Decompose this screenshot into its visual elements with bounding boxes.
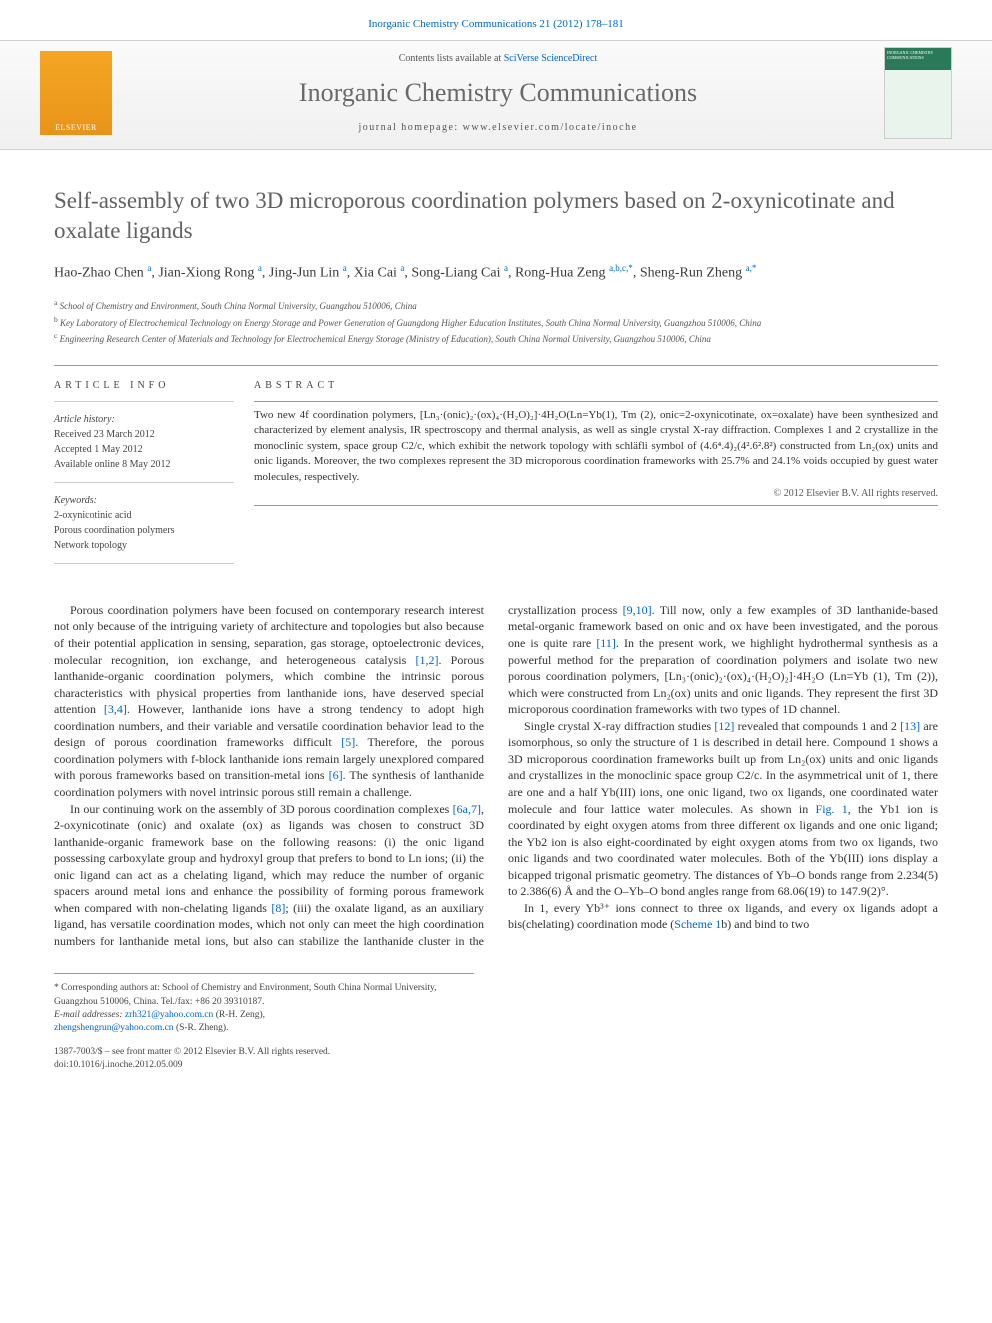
online-date: Available online 8 May 2012: [54, 457, 234, 472]
journal-name: Inorganic Chemistry Communications: [112, 78, 884, 108]
info-divider: [54, 563, 234, 564]
authors-list: Hao-Zhao Chen a, Jian-Xiong Rong a, Jing…: [54, 262, 938, 284]
article-body: Self-assembly of two 3D microporous coor…: [0, 150, 992, 1092]
body-text: Porous coordination polymers have been f…: [54, 602, 938, 949]
article-info-head: ARTICLE INFO: [54, 380, 234, 391]
paragraph: Single crystal X-ray diffraction studies…: [508, 718, 938, 900]
citation-ref[interactable]: [6]: [329, 768, 343, 782]
article-history: Article history: Received 23 March 2012 …: [54, 412, 234, 472]
affiliations: a School of Chemistry and Environment, S…: [54, 297, 938, 347]
divider: [254, 505, 938, 506]
corresponding-footer: * Corresponding authors at: School of Ch…: [54, 973, 474, 1035]
journal-citation: Inorganic Chemistry Communications 21 (2…: [0, 0, 992, 40]
paragraph: In 1, every Yb³⁺ ions connect to three o…: [508, 900, 938, 933]
accepted-date: Accepted 1 May 2012: [54, 442, 234, 457]
citation-ref[interactable]: [8]: [271, 901, 285, 915]
contents-line: Contents lists available at SciVerse Sci…: [112, 53, 884, 64]
affiliation-a: a School of Chemistry and Environment, S…: [54, 297, 938, 314]
info-divider: [54, 482, 234, 483]
corresponding-note: * Corresponding authors at: School of Ch…: [54, 982, 474, 1009]
journal-cover-thumb: INORGANIC CHEMISTRY COMMUNICATIONS: [884, 47, 952, 139]
history-label: Article history:: [54, 412, 234, 427]
divider: [254, 401, 938, 402]
email-line: E-mail addresses: zrh321@yahoo.com.cn (R…: [54, 1009, 474, 1022]
doi-link[interactable]: 10.1016/j.inoche.2012.05.009: [69, 1060, 183, 1070]
keyword: Porous coordination polymers: [54, 523, 234, 538]
info-abstract-row: ARTICLE INFO Article history: Received 2…: [54, 366, 938, 574]
journal-header-center: Contents lists available at SciVerse Sci…: [112, 53, 884, 133]
email-line: zhengshengrun@yahoo.com.cn (S-R. Zheng).: [54, 1022, 474, 1035]
abstract-text: Two new 4f coordination polymers, [Ln₃·(…: [254, 408, 938, 485]
cover-thumb-title: INORGANIC CHEMISTRY COMMUNICATIONS: [885, 48, 951, 70]
received-date: Received 23 March 2012: [54, 427, 234, 442]
doi-block: 1387-7003/$ – see front matter © 2012 El…: [54, 1046, 938, 1073]
copyright: © 2012 Elsevier B.V. All rights reserved…: [254, 488, 938, 499]
author-email[interactable]: zhengshengrun@yahoo.com.cn: [54, 1023, 174, 1033]
contents-prefix: Contents lists available at: [399, 53, 504, 64]
citation-ref[interactable]: [6a,7]: [453, 802, 481, 816]
citation-ref[interactable]: [11]: [596, 636, 616, 650]
citation-ref[interactable]: [5]: [341, 735, 355, 749]
citation-ref[interactable]: [9,10]: [623, 603, 652, 617]
keywords: Keywords: 2-oxynicotinic acid Porous coo…: [54, 493, 234, 553]
citation-link[interactable]: Inorganic Chemistry Communications 21 (2…: [368, 18, 624, 30]
affiliation-c: c Engineering Research Center of Materia…: [54, 330, 938, 347]
affiliation-b: b Key Laboratory of Electrochemical Tech…: [54, 314, 938, 331]
author-email[interactable]: zrh321@yahoo.com.cn: [125, 1010, 213, 1020]
abstract: ABSTRACT Two new 4f coordination polymer…: [254, 380, 938, 574]
elsevier-label: ELSEVIER: [55, 123, 97, 132]
article-info: ARTICLE INFO Article history: Received 2…: [54, 380, 254, 574]
citation-ref[interactable]: [3,4]: [104, 702, 127, 716]
article-title: Self-assembly of two 3D microporous coor…: [54, 186, 938, 246]
info-divider: [54, 401, 234, 402]
figure-ref[interactable]: Fig. 1: [816, 802, 848, 816]
keywords-label: Keywords:: [54, 493, 234, 508]
journal-header: ELSEVIER Contents lists available at Sci…: [0, 40, 992, 150]
citation-ref[interactable]: [12]: [714, 719, 734, 733]
sciencedirect-link[interactable]: SciVerse ScienceDirect: [504, 53, 598, 64]
scheme-ref[interactable]: Scheme 1: [674, 917, 721, 931]
elsevier-logo: ELSEVIER: [40, 51, 112, 135]
citation-ref[interactable]: [13]: [900, 719, 920, 733]
keyword: 2-oxynicotinic acid: [54, 508, 234, 523]
keyword: Network topology: [54, 538, 234, 553]
journal-homepage: journal homepage: www.elsevier.com/locat…: [112, 122, 884, 133]
doi-line: doi:10.1016/j.inoche.2012.05.009: [54, 1059, 938, 1072]
paragraph: Porous coordination polymers have been f…: [54, 602, 484, 801]
citation-ref[interactable]: [1,2]: [415, 653, 438, 667]
abstract-head: ABSTRACT: [254, 380, 938, 391]
front-matter: 1387-7003/$ – see front matter © 2012 El…: [54, 1046, 938, 1059]
